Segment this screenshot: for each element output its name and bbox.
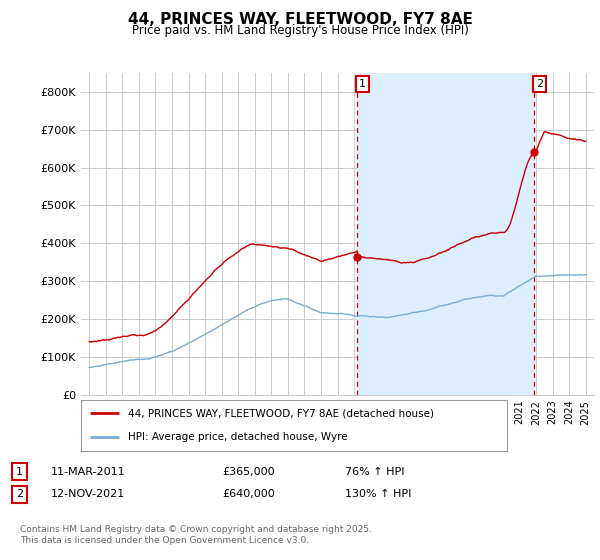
Text: £640,000: £640,000: [222, 489, 275, 500]
Text: Price paid vs. HM Land Registry's House Price Index (HPI): Price paid vs. HM Land Registry's House …: [131, 24, 469, 36]
Text: 11-MAR-2011: 11-MAR-2011: [51, 466, 125, 477]
Text: 44, PRINCES WAY, FLEETWOOD, FY7 8AE (detached house): 44, PRINCES WAY, FLEETWOOD, FY7 8AE (det…: [128, 408, 434, 418]
Bar: [358, 73, 535, 395]
Text: HPI: Average price, detached house, Wyre: HPI: Average price, detached house, Wyre: [128, 432, 347, 442]
Text: 2: 2: [536, 79, 543, 89]
Text: 12-NOV-2021: 12-NOV-2021: [51, 489, 125, 500]
Text: 1: 1: [359, 79, 366, 89]
Text: 2: 2: [16, 489, 23, 500]
Text: 44, PRINCES WAY, FLEETWOOD, FY7 8AE: 44, PRINCES WAY, FLEETWOOD, FY7 8AE: [128, 12, 472, 27]
Text: £365,000: £365,000: [222, 466, 275, 477]
Text: Contains HM Land Registry data © Crown copyright and database right 2025.
This d: Contains HM Land Registry data © Crown c…: [20, 525, 371, 545]
Text: 130% ↑ HPI: 130% ↑ HPI: [345, 489, 412, 500]
Text: 1: 1: [16, 466, 23, 477]
Text: 76% ↑ HPI: 76% ↑ HPI: [345, 466, 404, 477]
